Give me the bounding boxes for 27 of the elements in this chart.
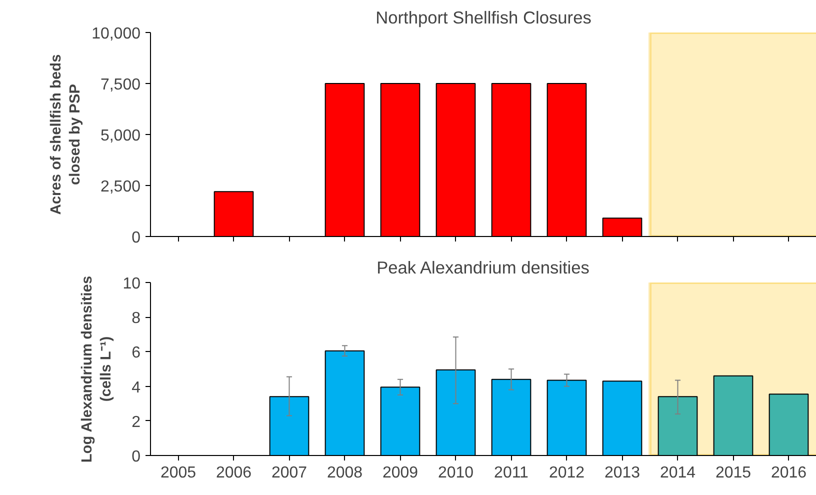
y-axis-title: Log Alexandrium densities (cells L⁻¹) [80,276,115,463]
x-tick-label: 2007 [271,464,308,482]
y-tick-label: 6 [132,344,141,362]
x-tick-label: 2012 [548,464,585,482]
x-tick-label: 2009 [382,464,418,482]
x-tick-label: 2013 [604,464,640,482]
x-tick-label: 2011 [494,464,529,482]
y-tick-label: 2 [132,414,141,431]
x-tick-label: 2008 [326,464,363,482]
y-axis-title: Acres of shellfish beds closed by PSP [48,54,84,215]
y-tick-label: 10,000 [92,26,141,42]
x-tick-label: 2015 [715,464,752,482]
x-tick-label: 2014 [660,464,696,482]
x-tick-label: 2016 [770,464,807,482]
y-tick-label: 2,500 [100,178,141,196]
x-tick-label: 2010 [438,464,474,482]
y-tick-label: 0 [132,448,141,466]
y-tick-label: 0 [132,230,141,246]
x-tick-label: 2005 [160,464,196,482]
y-tick-label: 7,500 [100,76,141,94]
x-tick-label: 2006 [216,464,252,482]
chart-title: Peak Alexandrium densities [376,258,590,278]
y-tick-label: 5,000 [100,128,141,144]
y-tick-label: 8 [132,310,141,328]
y-tick-label: 10 [122,276,141,292]
y-tick-label: 4 [132,379,141,396]
chart-title: Northport Shellfish Closures [376,8,592,28]
